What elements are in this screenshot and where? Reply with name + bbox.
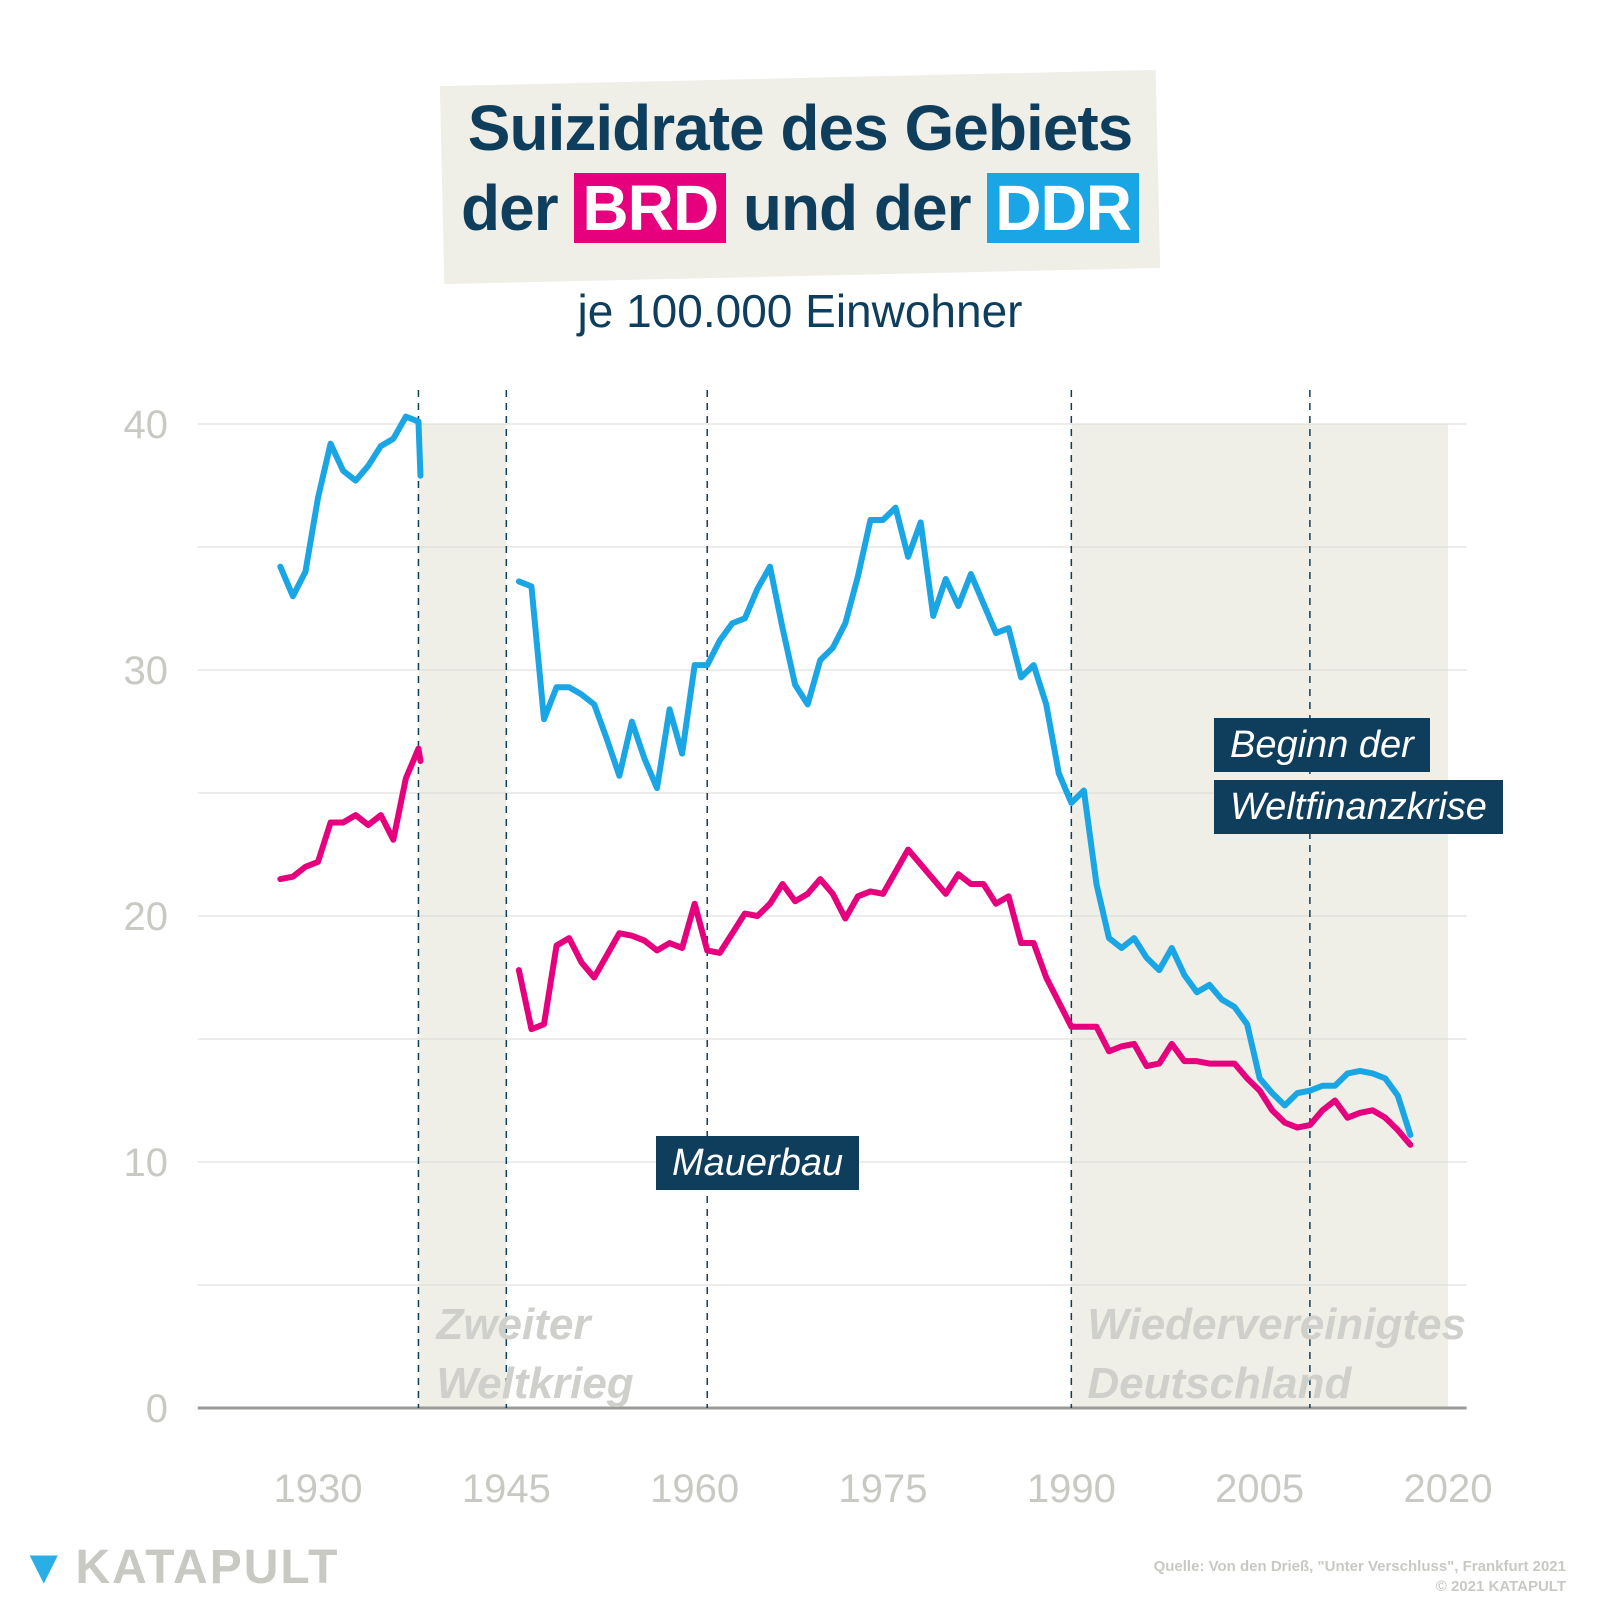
brd-line-hook <box>415 745 424 765</box>
x-tick-label: 1975 <box>839 1467 928 1511</box>
finanzkrise-note-line2: Weltfinanzkrise <box>1214 780 1503 834</box>
ice-cream-icon: ▼ <box>20 1541 70 1594</box>
y-tick-label: 0 <box>146 1387 168 1431</box>
x-tick-label: 1960 <box>650 1467 739 1511</box>
ddr-line-segment-2 <box>515 504 1414 1138</box>
title-und-der: und der <box>742 172 972 244</box>
period-label-0: Zweiter <box>434 1300 593 1349</box>
chart-subtitle: je 100.000 Einwohner <box>577 285 1023 337</box>
ddr-line-hook <box>415 418 424 479</box>
logo-text: KATAPULT <box>75 1541 340 1594</box>
x-tick-label: 2005 <box>1215 1467 1304 1511</box>
brd-highlight: BRD <box>574 173 727 243</box>
brd-line-segment-0 <box>277 745 422 883</box>
x-tick-label: 2020 <box>1404 1467 1493 1511</box>
chart-title-line2: der BRD und der DDR <box>300 170 1300 246</box>
license-note: © 2021 KATAPULT <box>1435 1578 1566 1595</box>
ddr-line-segment-0 <box>277 413 422 600</box>
y-tick-label: 10 <box>124 1141 169 1185</box>
y-tick-label: 40 <box>124 403 169 447</box>
title-der: der <box>461 172 559 244</box>
period-label-1: Weltkrieg <box>436 1359 633 1408</box>
y-tick-label: 30 <box>124 649 169 693</box>
katapult-logo: ▼ KATAPULT <box>20 1540 339 1595</box>
period-label-2: Wiedervereinigtes <box>1087 1300 1466 1349</box>
finanzkrise-note-line1: Beginn der <box>1214 718 1430 772</box>
chart-title-line1: Suizidrate des Gebiets <box>467 92 1133 164</box>
x-tick-label: 1930 <box>274 1467 363 1511</box>
source-note: Quelle: Von den Drieß, "Unter Verschluss… <box>1153 1558 1566 1575</box>
x-tick-label: 1945 <box>462 1467 551 1511</box>
y-tick-label: 20 <box>124 895 169 939</box>
period-label-3: Deutschland <box>1087 1359 1352 1408</box>
brd-line-segment-2 <box>515 846 1414 1148</box>
mauerbau-note: Mauerbau <box>656 1136 860 1190</box>
ddr-highlight: DDR <box>987 173 1139 243</box>
x-tick-label: 1990 <box>1027 1467 1116 1511</box>
